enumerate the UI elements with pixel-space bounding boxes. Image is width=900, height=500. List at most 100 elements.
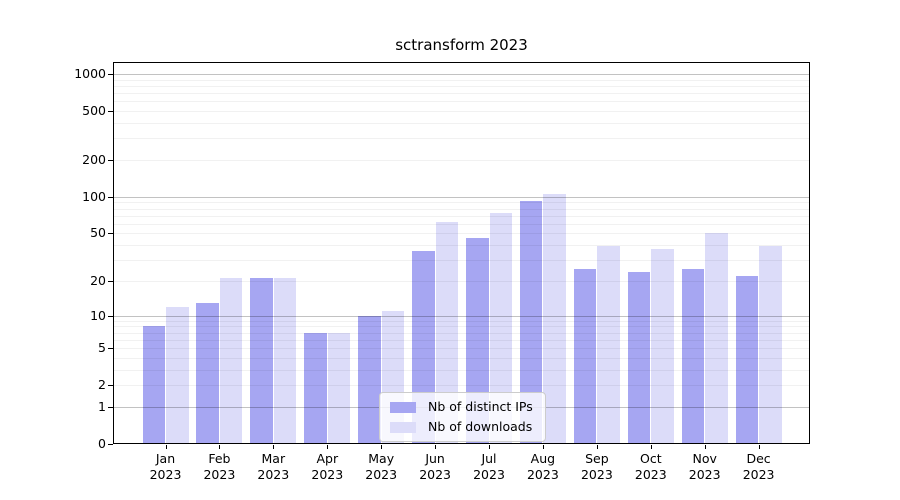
x-tick-label: Apr 2023 — [311, 451, 344, 482]
y-tick-mark — [108, 159, 113, 161]
bar-distinct-ips-sep — [573, 269, 597, 444]
x-tick-mark — [219, 445, 221, 449]
minor-gridline — [113, 326, 810, 328]
legend-row: Nb of downloads — [390, 419, 533, 435]
minor-gridline — [113, 320, 810, 322]
chart-title: sctransform 2023 — [395, 36, 528, 54]
bar-distinct-ips-aug — [519, 201, 543, 444]
minor-gridline — [113, 138, 810, 140]
legend-swatch-distinct-ips — [390, 401, 416, 413]
y-tick-label: 5 — [98, 340, 106, 355]
x-tick-mark — [165, 445, 167, 449]
x-tick-mark — [273, 445, 275, 449]
bar-distinct-ips-jan — [142, 326, 165, 444]
x-tick-mark — [327, 445, 329, 449]
major-gridline — [113, 196, 810, 198]
y-tick-mark — [108, 406, 113, 408]
x-tick-label: Jul 2023 — [473, 451, 505, 482]
minor-gridline — [113, 332, 810, 334]
bar-distinct-ips-feb — [196, 302, 219, 444]
minor-gridline — [113, 215, 810, 217]
x-tick-label: Aug 2023 — [526, 451, 559, 482]
bar-distinct-ips-oct — [627, 271, 651, 444]
minor-gridline — [113, 357, 810, 359]
plot-area: Nb of distinct IPs Nb of downloads — [113, 62, 810, 444]
x-tick-label: May 2023 — [365, 451, 398, 482]
minor-gridline — [113, 260, 810, 262]
y-tick-label: 2 — [98, 377, 106, 393]
minor-gridline — [113, 122, 810, 124]
bar-downloads-jan — [166, 306, 189, 444]
minor-gridline — [113, 339, 810, 341]
y-tick-label: 10 — [90, 307, 106, 323]
minor-gridline — [113, 202, 810, 204]
bar-distinct-ips-mar — [250, 278, 273, 444]
bar-distinct-ips-dec — [735, 276, 759, 444]
x-tick-mark — [650, 445, 652, 449]
minor-gridline — [113, 159, 810, 161]
major-gridline — [113, 73, 810, 75]
bar-downloads-jul — [489, 213, 513, 444]
bar-downloads-aug — [543, 193, 566, 444]
y-tick-mark — [108, 348, 113, 349]
y-tick-mark — [108, 73, 113, 75]
x-tick-mark — [542, 445, 544, 449]
y-tick-label: 200 — [82, 151, 106, 167]
minor-gridline — [113, 93, 810, 94]
bar-downloads-mar — [273, 278, 297, 444]
y-tick-label: 1 — [98, 398, 106, 414]
minor-gridline — [113, 280, 810, 282]
x-tick-mark — [704, 445, 706, 449]
y-tick-label: 1000 — [74, 65, 106, 81]
legend-label-downloads: Nb of downloads — [428, 419, 533, 434]
bar-downloads-apr — [327, 332, 351, 444]
bar-distinct-ips-may — [358, 315, 381, 444]
bar-downloads-feb — [219, 278, 243, 444]
major-gridline — [113, 315, 810, 317]
x-tick-mark — [596, 445, 598, 449]
y-tick-mark — [108, 444, 113, 445]
bar-downloads-jun — [435, 222, 459, 444]
x-tick-mark — [381, 445, 383, 449]
minor-gridline — [113, 111, 810, 112]
y-tick-label: 500 — [82, 103, 106, 118]
minor-gridline — [113, 208, 810, 210]
minor-gridline — [113, 385, 810, 387]
x-tick-mark — [758, 445, 760, 449]
y-tick-label: 20 — [90, 272, 106, 288]
x-tick-label: Nov 2023 — [688, 451, 721, 482]
x-tick-mark — [489, 445, 490, 449]
x-tick-label: Dec 2023 — [742, 451, 775, 482]
minor-gridline — [113, 223, 810, 225]
bar-downloads-dec — [759, 246, 782, 444]
legend-swatch-downloads — [390, 421, 416, 433]
y-tick-mark — [108, 233, 113, 235]
y-tick-mark — [108, 385, 113, 387]
bar-downloads-nov — [705, 233, 728, 444]
bar-distinct-ips-apr — [304, 332, 327, 444]
legend-label-distinct-ips: Nb of distinct IPs — [428, 399, 533, 414]
minor-gridline — [113, 101, 810, 103]
x-tick-label: Jun 2023 — [419, 451, 451, 482]
x-tick-label: Sep 2023 — [580, 451, 613, 482]
legend-row: Nb of distinct IPs — [390, 399, 533, 415]
y-tick-mark — [108, 196, 113, 198]
minor-gridline — [113, 369, 810, 371]
y-tick-label: 50 — [90, 225, 106, 241]
bar-downloads-sep — [597, 246, 620, 444]
minor-gridline — [113, 233, 810, 235]
x-tick-label: Jan 2023 — [149, 451, 182, 482]
y-tick-label: 0 — [98, 436, 106, 451]
x-tick-label: Oct 2023 — [634, 451, 667, 482]
legend: Nb of distinct IPs Nb of downloads — [379, 392, 546, 442]
y-tick-mark — [108, 315, 113, 317]
y-tick-mark — [108, 111, 113, 112]
bar-downloads-oct — [651, 249, 674, 444]
minor-gridline — [113, 348, 810, 349]
x-tick-label: Feb 2023 — [203, 451, 236, 482]
x-tick-label: Mar 2023 — [257, 451, 290, 482]
minor-gridline — [113, 245, 810, 247]
minor-gridline — [113, 79, 810, 81]
y-tick-label: 100 — [82, 188, 106, 204]
